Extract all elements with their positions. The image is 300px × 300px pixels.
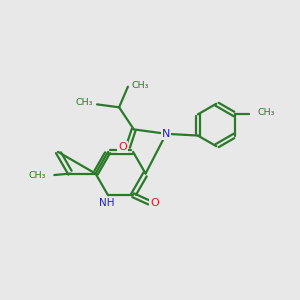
Text: CH₃: CH₃	[28, 170, 46, 179]
Text: CH₃: CH₃	[75, 98, 93, 106]
Text: O: O	[150, 198, 159, 208]
Text: CH₃: CH₃	[258, 108, 275, 117]
Text: O: O	[118, 142, 127, 152]
Text: CH₃: CH₃	[131, 81, 149, 90]
Text: NH: NH	[99, 199, 114, 208]
Text: N: N	[162, 129, 170, 139]
